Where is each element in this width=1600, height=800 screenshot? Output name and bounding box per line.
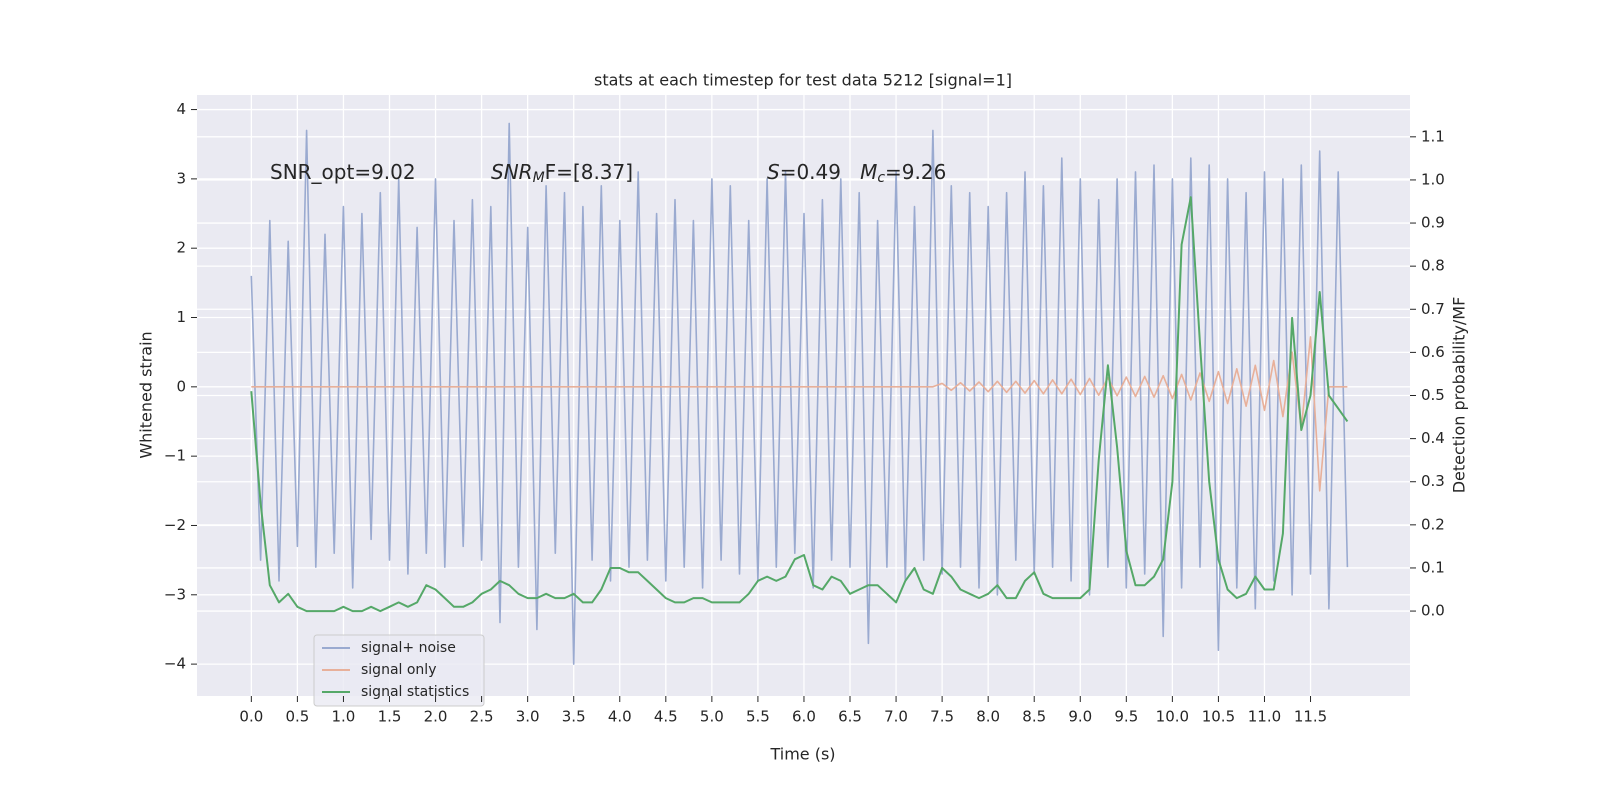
x-tick-label: 10.0 — [1156, 708, 1189, 726]
annotation: S=0.49 Mc=9.26 — [767, 160, 946, 187]
x-tick-label: 10.5 — [1202, 708, 1235, 726]
y2-tick-label: 0.1 — [1421, 558, 1445, 576]
x-tick-label: 2.0 — [424, 708, 448, 726]
y2-tick-label: 0.5 — [1421, 386, 1445, 404]
x-tick-label: 5.5 — [746, 708, 770, 726]
x-tick-label: 8.5 — [1022, 708, 1046, 726]
y-tick-label: −4 — [164, 655, 186, 673]
y2-tick-label: 0.7 — [1421, 300, 1445, 318]
x-tick-label: 0.0 — [239, 708, 263, 726]
x-tick-label: 8.0 — [976, 708, 1000, 726]
annotation-part: SNR — [491, 160, 533, 184]
y2-tick-label: 0.4 — [1421, 429, 1445, 447]
y2-tick-label: 0.6 — [1421, 343, 1445, 361]
annotation-part: =9.26 — [885, 160, 946, 184]
annotation: SNRMF=[8.37] — [491, 160, 633, 187]
annotation-part: SNR_opt=9.02 — [270, 160, 416, 184]
chart-title: stats at each timestep for test data 521… — [594, 71, 1012, 90]
y-tick-label: 2 — [176, 239, 186, 257]
x-tick-label: 4.5 — [654, 708, 678, 726]
y-tick-label: −1 — [164, 447, 186, 465]
legend-box — [313, 634, 485, 707]
y-tick-label: −2 — [164, 516, 186, 534]
y-tick-label: −3 — [164, 585, 186, 603]
y2-tick-label: 0.8 — [1421, 257, 1445, 275]
series-line — [250, 122, 1349, 665]
x-tick-label: 1.0 — [332, 708, 356, 726]
y2-tick-label: 0.2 — [1421, 515, 1445, 533]
annotation-part: =0.49 — [780, 160, 860, 184]
y-axis-label: Whitened strain — [137, 331, 156, 458]
x-tick-label: 7.0 — [884, 708, 908, 726]
legend-label: signal statistics — [361, 684, 469, 700]
y2-tick-label: 1.1 — [1421, 127, 1445, 145]
x-tick-label: 6.5 — [838, 708, 862, 726]
y2-tick-label: 0.3 — [1421, 472, 1445, 490]
annotation-part: S — [767, 160, 780, 184]
y-tick-label: 4 — [176, 100, 186, 118]
y2-tick-label: 1.0 — [1421, 170, 1445, 188]
annotation-part: F=[8.37] — [545, 160, 633, 184]
x-tick-label: 1.5 — [378, 708, 402, 726]
y-tick-label: 3 — [176, 169, 186, 187]
x-tick-label: 11.0 — [1248, 708, 1281, 726]
x-tick-label: 5.0 — [700, 708, 724, 726]
x-tick-label: 9.5 — [1114, 708, 1138, 726]
x-tick-label: 9.0 — [1068, 708, 1092, 726]
annotation: SNR_opt=9.02 — [270, 160, 416, 184]
x-tick-label: 11.5 — [1294, 708, 1327, 726]
y2-tick-label: 0.0 — [1421, 602, 1445, 620]
y2-tick-label: 0.9 — [1421, 214, 1445, 232]
annotation-part: M — [533, 170, 545, 186]
x-tick-label: 2.5 — [470, 708, 494, 726]
x-tick-label: 3.5 — [562, 708, 586, 726]
y-tick-label: 0 — [176, 377, 186, 395]
y2-axis-label: Detection probability/MF — [1450, 297, 1469, 494]
series-line — [251, 336, 1348, 492]
x-tick-label: 7.5 — [930, 708, 954, 726]
x-tick-label: 6.0 — [792, 708, 816, 726]
series-line — [250, 196, 1349, 613]
y-tick-label: 1 — [176, 308, 186, 326]
annotation-part: M — [860, 160, 877, 184]
legend-label: signal only — [361, 662, 436, 678]
annotation-part: c — [877, 170, 885, 186]
x-axis-label: Time (s) — [769, 745, 835, 764]
legend-label: signal+ noise — [361, 640, 456, 656]
x-tick-label: 0.5 — [285, 708, 309, 726]
x-tick-label: 4.0 — [608, 708, 632, 726]
x-tick-label: 3.0 — [516, 708, 540, 726]
